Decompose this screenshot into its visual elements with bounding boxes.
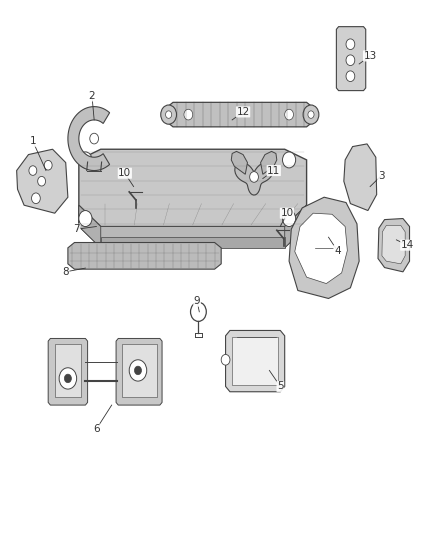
Circle shape xyxy=(285,109,293,120)
Polygon shape xyxy=(378,219,410,272)
Polygon shape xyxy=(122,344,157,397)
Polygon shape xyxy=(231,151,247,174)
Text: 5: 5 xyxy=(277,382,284,391)
Polygon shape xyxy=(101,237,285,248)
Circle shape xyxy=(161,105,177,124)
Polygon shape xyxy=(344,144,377,211)
Text: 3: 3 xyxy=(378,171,385,181)
Text: 10: 10 xyxy=(118,168,131,178)
Circle shape xyxy=(221,354,230,365)
Circle shape xyxy=(283,211,296,227)
Text: 8: 8 xyxy=(62,267,69,277)
Circle shape xyxy=(59,368,77,389)
Polygon shape xyxy=(289,197,359,298)
Circle shape xyxy=(184,109,193,120)
Circle shape xyxy=(29,166,37,175)
Circle shape xyxy=(346,71,355,82)
Polygon shape xyxy=(79,205,101,248)
Polygon shape xyxy=(55,344,81,397)
Text: 7: 7 xyxy=(73,224,80,234)
Circle shape xyxy=(346,55,355,66)
Text: 12: 12 xyxy=(237,107,250,117)
Polygon shape xyxy=(295,213,347,284)
Polygon shape xyxy=(232,337,278,385)
Polygon shape xyxy=(79,205,307,248)
Circle shape xyxy=(283,152,296,168)
Circle shape xyxy=(166,111,172,118)
Circle shape xyxy=(90,133,99,144)
Circle shape xyxy=(303,105,319,124)
Text: 9: 9 xyxy=(194,296,201,306)
Polygon shape xyxy=(48,338,88,405)
Circle shape xyxy=(134,366,141,375)
Polygon shape xyxy=(68,107,110,171)
Polygon shape xyxy=(116,338,162,405)
Circle shape xyxy=(44,160,52,170)
Text: 10: 10 xyxy=(280,208,293,218)
Text: 4: 4 xyxy=(334,246,341,255)
Circle shape xyxy=(308,111,314,118)
Circle shape xyxy=(32,193,40,204)
Text: 14: 14 xyxy=(401,240,414,250)
Text: 13: 13 xyxy=(364,51,377,61)
Text: 2: 2 xyxy=(88,91,95,101)
Polygon shape xyxy=(79,149,307,227)
Polygon shape xyxy=(285,205,307,248)
Text: 11: 11 xyxy=(267,166,280,175)
Text: 1: 1 xyxy=(29,136,36,146)
Circle shape xyxy=(79,152,92,168)
Polygon shape xyxy=(68,243,221,269)
Circle shape xyxy=(79,211,92,227)
Polygon shape xyxy=(336,27,366,91)
Polygon shape xyxy=(226,330,285,392)
Circle shape xyxy=(346,39,355,50)
Polygon shape xyxy=(382,225,405,264)
Polygon shape xyxy=(261,151,277,174)
Circle shape xyxy=(38,176,46,186)
Polygon shape xyxy=(166,102,313,127)
Text: 6: 6 xyxy=(93,424,100,434)
Circle shape xyxy=(64,374,71,383)
Circle shape xyxy=(129,360,147,381)
Circle shape xyxy=(250,172,258,182)
Polygon shape xyxy=(235,163,273,195)
Polygon shape xyxy=(17,149,68,213)
